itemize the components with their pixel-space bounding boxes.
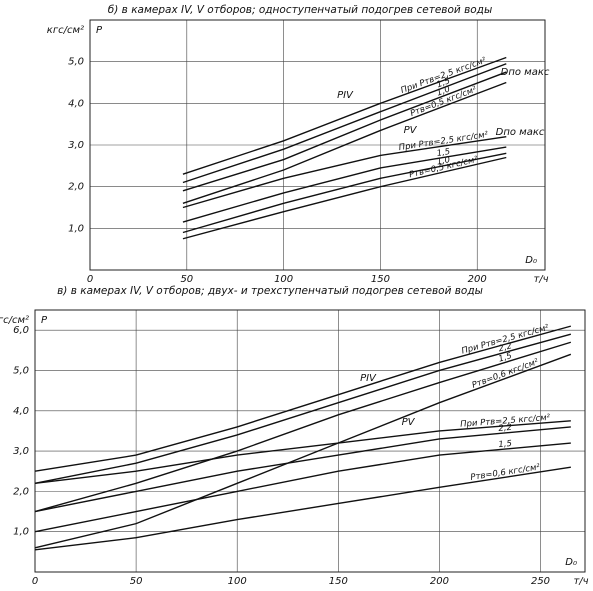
series-line [34,325,572,472]
series-line [182,81,507,204]
series-line [34,333,572,485]
series-line [182,146,507,223]
y-axis-symbol: P [41,315,48,326]
y-tick-label: 4,0 [68,98,84,109]
series-line [34,420,571,485]
x-axis-symbol: D₀ [525,255,537,266]
y-tick-label: 3,0 [68,140,84,151]
plot-frame [34,309,586,573]
annotation: PIV [360,373,377,384]
series-line [182,152,507,234]
y-tick-label: 3,0 [13,446,29,457]
y-axis-label: кгс/см² [47,25,84,36]
series-line [182,63,507,184]
x-tick-label: 50 [130,576,143,587]
series-label: 1,5 [435,76,451,90]
series-line [182,56,507,175]
series-label: 1,0 [436,155,451,167]
series-label: 1,5 [497,351,513,365]
series-line [34,466,571,551]
x-tick-label: 250 [531,576,550,587]
x-tick-label: 150 [371,274,390,285]
x-axis-symbol: D₀ [565,557,577,568]
series-label: 1,5 [436,147,451,159]
y-tick-label: 1,0 [68,223,84,234]
annotation: Dпо макс [496,127,545,138]
y-tick-label: 5,0 [68,57,84,68]
x-tick-label: 100 [228,576,247,587]
y-axis-label: кгс/см² [0,315,29,326]
annotation: PIV [337,90,354,101]
series-line [34,442,571,533]
series-label: 1,5 [498,439,512,450]
chart-title: в) в камерах IV, V отборов; двух- и трех… [57,285,483,297]
annotation: Dпо макс [501,67,550,78]
x-tick-label: 200 [468,274,487,285]
annotation: PV [404,125,418,136]
series-label: 2,2 [498,423,512,434]
x-tick-label: 150 [329,576,348,587]
y-tick-label: 6,0 [13,325,29,336]
series-line [34,426,571,513]
series-label: 1,0 [435,84,451,98]
series-line [182,71,507,192]
y-tick-label: 2,0 [13,486,29,497]
chart-title: б) в камерах IV, V отборов; одноступенча… [108,4,492,16]
x-tick-label: 200 [430,576,449,587]
y-tick-label: 4,0 [13,406,29,417]
series-line [182,135,507,209]
series-label: Pтв=0,6 кгс/см² [470,462,541,483]
x-tick-label: 0 [87,274,93,285]
y-tick-label: 2,0 [68,182,84,193]
series-line [34,341,572,513]
x-tick-label: 50 [180,274,193,285]
y-axis-symbol: P [96,25,103,36]
y-tick-label: 5,0 [13,365,29,376]
y-tick-label: 1,0 [13,527,29,538]
annotation: PV [402,417,416,428]
x-tick-label: 0 [32,576,38,587]
x-tick-label: 100 [274,274,293,285]
series-line [182,156,507,240]
series-label: 2,2 [497,341,513,354]
plot-frame [89,19,546,271]
x-axis-label: т/ч [533,274,548,285]
x-axis-label: т/ч [573,576,588,587]
